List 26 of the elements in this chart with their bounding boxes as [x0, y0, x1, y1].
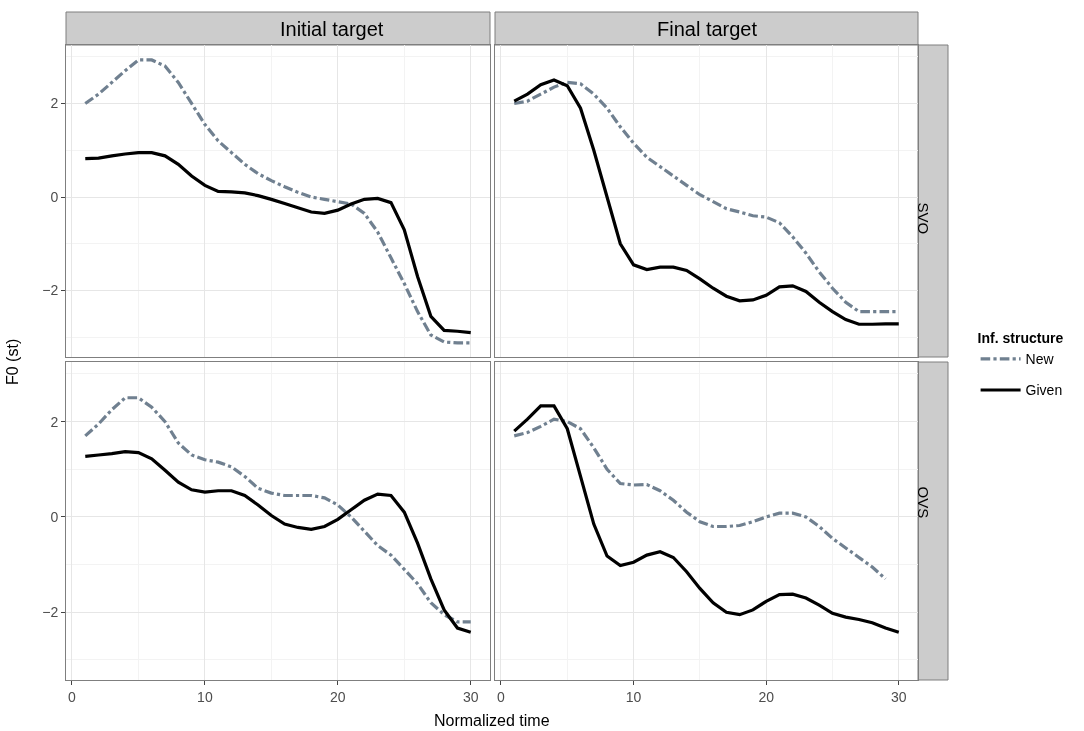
x-tick-label: 10 — [197, 688, 213, 705]
line-series — [83, 450, 473, 634]
line-series — [83, 396, 473, 624]
y-tick-label: 2 — [50, 95, 59, 112]
x-tick-label: 0 — [497, 688, 506, 705]
chart-title: Final target — [657, 18, 758, 40]
legend-label: New — [1025, 351, 1055, 368]
y-tick-label: 2 — [50, 413, 59, 430]
y2-axis-title: SVO — [914, 202, 932, 235]
x-tick-label: 30 — [462, 688, 479, 705]
line-series — [83, 150, 473, 335]
chart-title: Initial target — [280, 18, 384, 40]
y-tick-label: −2 — [42, 604, 59, 621]
legend-label: Given — [1025, 382, 1063, 399]
x-axis-title: Normalized time — [434, 712, 550, 729]
y-tick-label: 0 — [50, 508, 59, 525]
y2-axis-title: OVS — [914, 486, 932, 519]
x-tick-label: 0 — [68, 688, 77, 705]
y-tick-label: 0 — [50, 188, 59, 205]
x-tick-label: 10 — [625, 688, 642, 705]
legend-title: Inf. structure — [977, 330, 1064, 347]
x-tick-label: 30 — [890, 688, 907, 705]
y-axis-title: F0 (st) — [4, 338, 21, 385]
y-tick-label: −2 — [42, 282, 59, 299]
x-tick-label: 20 — [758, 688, 775, 705]
x-tick-label: 20 — [330, 688, 346, 705]
